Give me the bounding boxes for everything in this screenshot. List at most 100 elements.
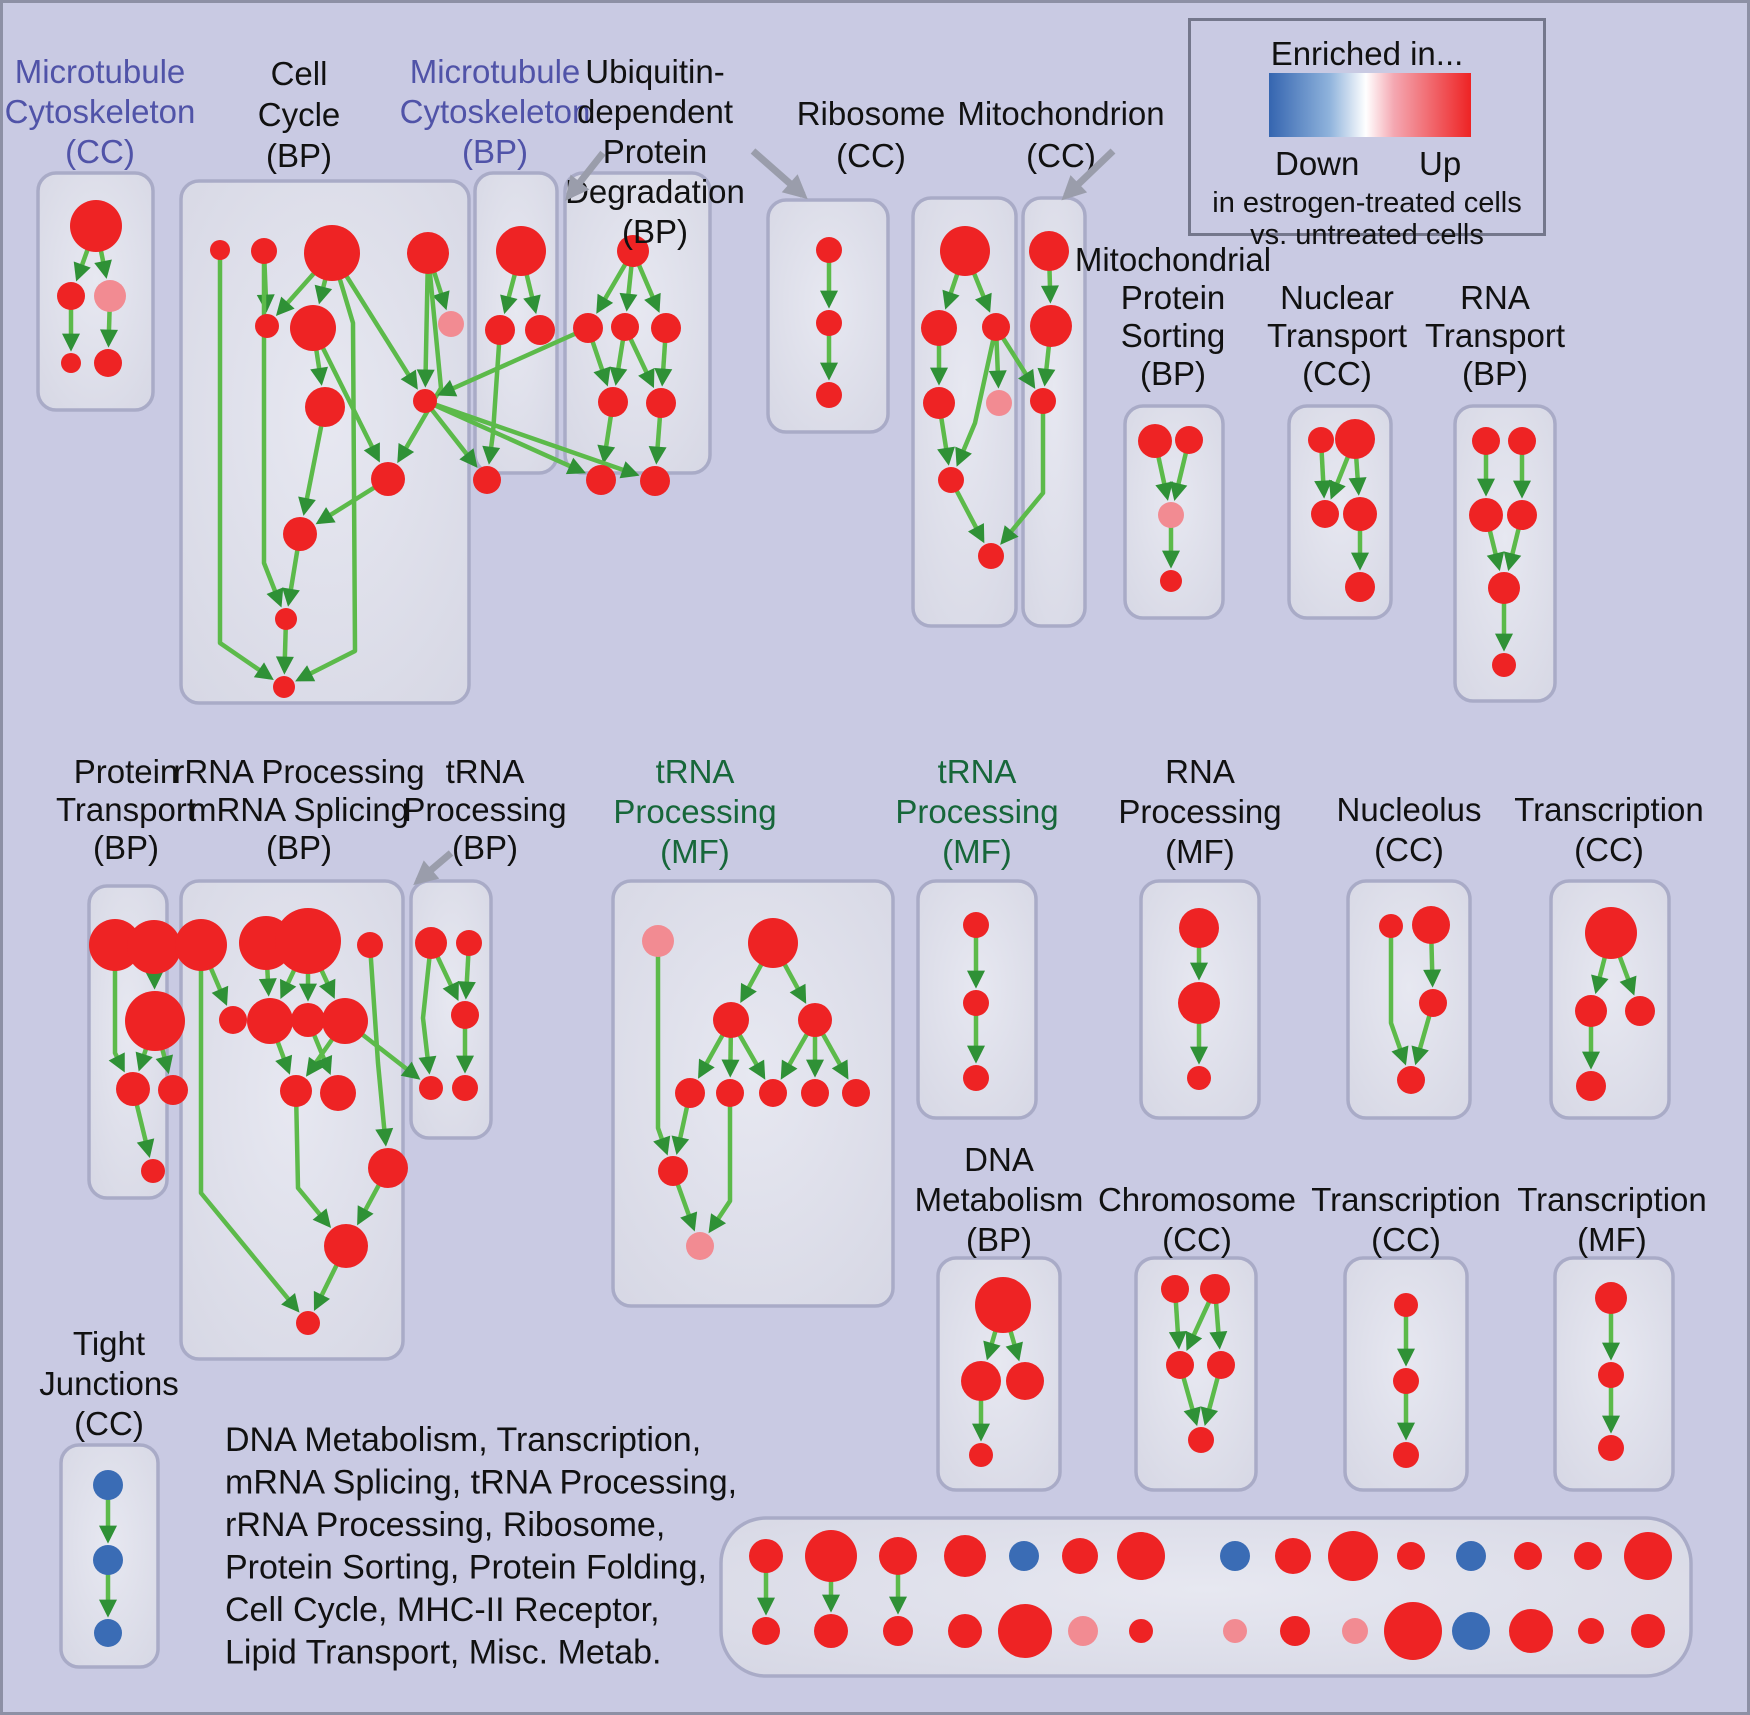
go-term-node [938,467,964,493]
go-term-node [1595,1282,1627,1314]
go-term-node [89,919,141,971]
mitochondrial-protein-sorting-bp-label: Mitochondrial Protein Sorting (BP) [1075,241,1271,392]
go-term-node [1345,572,1375,602]
go-term-node [290,305,336,351]
go-term-node [1223,1619,1247,1643]
trna-processing-mf-2-label: tRNA Processing (MF) [895,753,1058,870]
cell-cycle-bp-box [179,179,471,705]
go-term-node [923,387,955,419]
go-term-node [305,387,345,427]
go-term-node [1384,1602,1442,1660]
go-term-node [1129,1619,1153,1643]
go-term-node [1598,1362,1624,1388]
go-term-node [658,1156,688,1186]
go-term-node [283,517,317,551]
go-term-node [275,608,297,630]
relation-arrow [293,1090,332,1228]
tight-junctions-cc-label: Tight Junctions (CC) [39,1325,178,1442]
go-term-node [814,1614,848,1648]
go-term-node [1576,1071,1606,1101]
go-term-node [116,1072,150,1106]
go-term-node [1068,1616,1098,1646]
go-term-node [1188,1427,1214,1453]
relation-arrow [198,945,300,1313]
relation-arrow [1000,401,1046,545]
trna-processing-mf-1-label: tRNA Processing (MF) [613,753,776,870]
go-term-node [1488,572,1520,604]
go-term-node [496,226,546,276]
go-term-node [1469,498,1503,532]
go-term-node [247,998,293,1044]
go-term-node [127,920,181,974]
go-term-node [642,925,674,957]
go-term-node [255,314,279,338]
label-pointer-arrow [413,850,454,886]
go-term-node [1631,1614,1665,1648]
go-term-node [1397,1066,1425,1094]
label-pointer-arrow [565,150,606,201]
go-term-node [415,927,447,959]
go-term-node [1029,231,1069,271]
go-term-node [70,200,122,252]
go-term-node [921,310,957,346]
go-term-node [1574,1542,1602,1570]
go-term-node [805,1530,857,1582]
go-term-node [57,282,85,310]
go-term-node [842,1079,870,1107]
go-term-node [525,315,555,345]
legend-box: Enriched in... Down Up in estrogen-treat… [1188,18,1546,251]
go-term-node [748,918,798,968]
go-term-node [675,1078,705,1108]
go-term-node [438,311,464,337]
go-term-node [651,313,681,343]
go-term-node [61,353,81,373]
go-term-node [320,1075,356,1111]
relation-arrow [437,325,589,397]
go-term-node [175,919,227,971]
go-term-node [1178,982,1220,1024]
go-term-node [1578,1618,1604,1644]
go-term-node [158,1075,188,1105]
go-term-node [646,388,676,418]
relation-arrow [367,944,394,1147]
mitochondrion-cc-box [1021,196,1087,628]
microtubule-cytoskeleton-bp-label: Microtubule Cytoskeleton (BP) [400,53,591,170]
go-term-node [586,465,616,495]
relation-arrow [708,1093,733,1234]
go-term-node [125,991,185,1051]
ubiquitin-degradation-bp-label: Ubiquitin-dependent Protein Degradation (BP… [565,53,745,250]
go-term-node [456,930,482,956]
go-term-node [598,387,628,417]
go-term-node [1161,1275,1189,1303]
go-term-node [1187,1066,1211,1090]
go-term-node [883,1616,913,1646]
go-term-node [961,1361,1001,1401]
go-term-node [713,1002,749,1038]
go-term-node [291,1003,325,1037]
go-term-node [1275,1538,1311,1574]
go-term-node [413,389,437,413]
go-term-node [304,225,360,281]
chromosome-cc-box [1134,1256,1258,1492]
misc-clusters-box [719,1516,1693,1678]
go-term-node [617,235,649,267]
go-term-node [1379,914,1403,938]
go-term-node [686,1232,714,1260]
go-term-node [1412,906,1450,944]
go-term-node [1508,427,1536,455]
go-term-node [1117,1532,1165,1580]
go-term-node [1030,388,1056,414]
transcription-mf-label: Transcription (MF) [1517,1181,1707,1258]
go-term-node [998,1604,1052,1658]
go-term-node [210,240,230,260]
go-term-node [1456,1541,1486,1571]
rna-transport-bp-label: RNA Transport (BP) [1425,279,1565,392]
go-term-node [219,1006,247,1034]
relation-arrow [424,398,640,479]
go-term-node [94,1619,122,1647]
rrna-processing-mrna-splicing-bp-label: rRNA Processing mRNA Splicing (BP) [173,753,424,866]
nucleolus-cc-label: Nucleolus (CC) [1337,791,1482,868]
relation-arrow [653,941,671,1156]
go-term-node [1280,1616,1310,1646]
